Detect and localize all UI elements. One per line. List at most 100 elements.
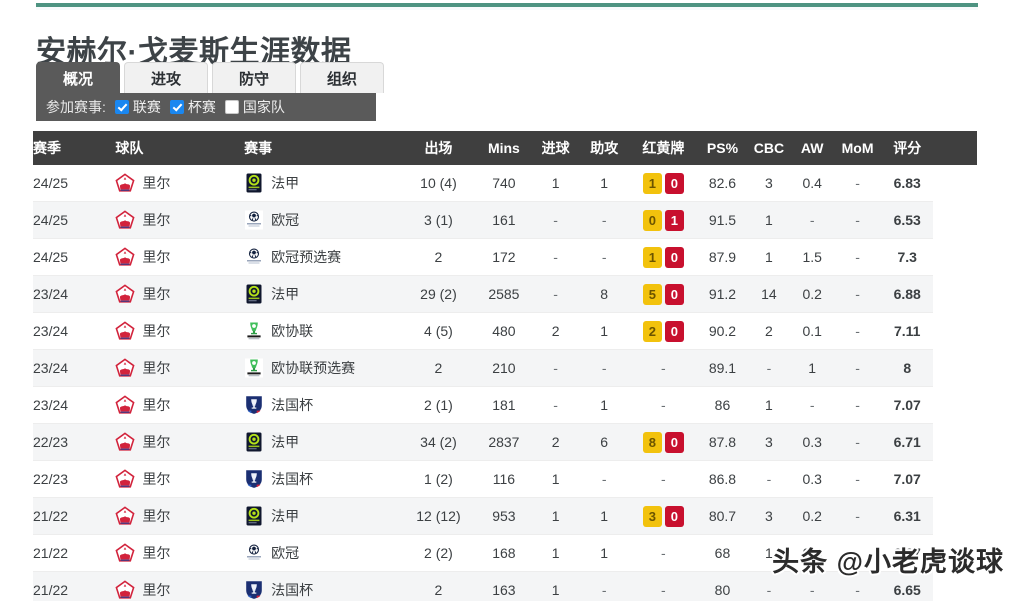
- cell-team[interactable]: 里尔: [115, 423, 245, 461]
- cell-competition[interactable]: 欧协联: [244, 312, 401, 350]
- filter-checkbox-2[interactable]: 杯赛: [169, 97, 216, 117]
- column-header-ps[interactable]: PS%: [698, 131, 747, 165]
- cell-rating: 7.11: [881, 312, 933, 350]
- top-accent-rule: [36, 3, 978, 7]
- cell-assists: -: [579, 460, 629, 498]
- cell-competition[interactable]: 法甲: [244, 497, 401, 535]
- column-header-comp[interactable]: 赛事: [244, 131, 401, 165]
- cell-aerials-won: 0.2: [791, 275, 834, 313]
- team-name: 里尔: [142, 582, 171, 598]
- table-row[interactable]: 21/22 里尔 法甲 12 (12) 953 1 1 3 0 80.7 3 0.2-6.31: [33, 497, 977, 535]
- column-header-rating[interactable]: 评分: [881, 131, 933, 165]
- filter-checkbox-1[interactable]: 联赛: [114, 97, 161, 117]
- cell-pass-success: 80: [698, 571, 747, 601]
- cell-rating: 6.31: [881, 497, 933, 535]
- cell-competition[interactable]: 法国杯: [244, 571, 401, 601]
- cell-cbc: -: [746, 571, 792, 601]
- cell-team[interactable]: 里尔: [115, 534, 245, 572]
- cell-team[interactable]: 里尔: [115, 238, 245, 276]
- career-stats-table-container[interactable]: 赛季 球队 赛事 出场 Mins 进球 助攻 红黄牌 PS% CBC AW MoM 评分 24/25 里尔…: [33, 131, 977, 601]
- cell-pass-success: 90.2: [698, 312, 747, 350]
- table-row[interactable]: 21/22 里尔 法国杯 2 163 1- -80- - -6.65: [33, 571, 977, 601]
- column-header-aw[interactable]: AW: [791, 131, 834, 165]
- cell-cards: -: [628, 534, 699, 572]
- checkbox-checked-icon[interactable]: [169, 100, 184, 114]
- cell-mom: -: [833, 312, 882, 350]
- cell-team[interactable]: 里尔: [115, 571, 245, 601]
- cell-assists: -: [579, 238, 629, 276]
- cell-season: 23/24: [33, 275, 116, 313]
- cell-rating: 7.07: [881, 460, 933, 498]
- cell-pass-success: 80.7: [698, 497, 747, 535]
- cell-team[interactable]: 里尔: [115, 201, 245, 239]
- table-row[interactable]: 23/24 里尔 欧协联 4 (5) 480 2 1 2 0 90.2 2 0.1-7.11: [33, 312, 977, 350]
- cell-rating: 6.67: [881, 534, 933, 572]
- cards-empty: -: [660, 360, 666, 376]
- cell-team[interactable]: 里尔: [115, 275, 245, 313]
- team-name: 里尔: [142, 323, 171, 339]
- column-header-spacer: [932, 131, 977, 165]
- table-row[interactable]: 24/25 里尔 法甲 10 (4) 740 1 1 1 0 82.6 3 0.4-6.83: [33, 165, 977, 202]
- cell-spacer: [933, 202, 977, 239]
- cell-rating: 7.3: [881, 238, 933, 276]
- cell-apps: 1 (2): [400, 460, 477, 498]
- tab-3[interactable]: 防守: [212, 62, 296, 93]
- tab-4[interactable]: 组织: [300, 62, 384, 93]
- cell-mins: 210: [476, 349, 532, 387]
- filter-checkbox-3[interactable]: 国家队: [224, 97, 285, 117]
- career-stats-table: 赛季 球队 赛事 出场 Mins 进球 助攻 红黄牌 PS% CBC AW MoM 评分 24/25 里尔…: [33, 131, 977, 601]
- cell-competition[interactable]: 法国杯: [244, 460, 401, 498]
- cell-pass-success: 86.8: [698, 460, 747, 498]
- column-header-cbc[interactable]: CBC: [746, 131, 792, 165]
- table-row[interactable]: 22/23 里尔 法国杯 1 (2) 116 1- -86.8-0.3-7.07: [33, 460, 977, 498]
- cell-competition[interactable]: 欧冠: [244, 534, 401, 572]
- table-row[interactable]: 23/24 里尔 欧协联预选赛 2 210- - -89.1-1-8: [33, 349, 977, 387]
- yellow-card-badge: 2: [642, 320, 662, 342]
- cell-competition[interactable]: 法甲: [244, 275, 401, 313]
- table-row[interactable]: 22/23 里尔 法甲 34 (2) 2837 2 6 8 0 87.8 3 0.3-6.71: [33, 423, 977, 461]
- checkbox-unchecked-icon[interactable]: [224, 100, 239, 114]
- team-name: 里尔: [142, 286, 171, 302]
- cell-team[interactable]: 里尔: [115, 386, 245, 424]
- team-name: 里尔: [142, 249, 171, 265]
- column-header-assists[interactable]: 助攻: [579, 131, 629, 165]
- cell-assists: 1: [579, 165, 629, 202]
- cell-goals: 1: [531, 460, 580, 498]
- column-header-goals[interactable]: 进球: [531, 131, 580, 165]
- table-row[interactable]: 23/24 里尔 法国杯 2 (1) 181-1-86 1- -7.07: [33, 386, 977, 424]
- cell-team[interactable]: 里尔: [115, 349, 245, 387]
- cell-team[interactable]: 里尔: [115, 312, 245, 350]
- tab-2[interactable]: 进攻: [124, 62, 208, 93]
- column-header-apps[interactable]: 出场: [400, 131, 477, 165]
- table-row[interactable]: 24/25 里尔 欧冠预选赛 2 172- -1 0 87.9 1 1.5-7.3: [33, 238, 977, 276]
- column-header-season[interactable]: 赛季: [33, 131, 116, 165]
- cell-goals: 1: [531, 534, 580, 572]
- cards-empty: -: [660, 471, 666, 487]
- cell-competition[interactable]: 法甲: [244, 165, 401, 202]
- cell-competition[interactable]: 法甲: [244, 423, 401, 461]
- column-header-mins[interactable]: Mins: [476, 131, 532, 165]
- cell-competition[interactable]: 欧协联预选赛: [244, 349, 401, 387]
- competition-name: 欧协联: [271, 323, 314, 339]
- table-row[interactable]: 23/24 里尔 法甲 29 (2) 2585-8 5 0 91.2 14 0.2-6.88: [33, 275, 977, 313]
- column-header-mom[interactable]: MoM: [833, 131, 882, 165]
- column-header-cards[interactable]: 红黄牌: [628, 131, 699, 165]
- cell-competition[interactable]: 法国杯: [244, 386, 401, 424]
- cell-rating: 6.71: [881, 423, 933, 461]
- red-card-badge: 0: [664, 505, 684, 527]
- table-row[interactable]: 24/25 里尔 欧冠 3 (1) 161- -0 1 91.5 1- -6.53: [33, 201, 977, 239]
- cell-competition[interactable]: 欧冠预选赛: [244, 238, 401, 276]
- checkbox-checked-icon[interactable]: [114, 100, 129, 114]
- column-header-team[interactable]: 球队: [115, 131, 245, 165]
- cell-competition[interactable]: 欧冠: [244, 201, 401, 239]
- cell-team[interactable]: 里尔: [115, 497, 245, 535]
- competition-name: 欧协联预选赛: [271, 360, 356, 376]
- tab-label: 防守: [238, 70, 269, 88]
- table-row[interactable]: 21/22 里尔 欧冠 2 (2) 168 1 1-68 1 0.3-6.67: [33, 534, 977, 572]
- tab-1-active[interactable]: 概况: [36, 62, 120, 93]
- cell-team[interactable]: 里尔: [115, 165, 245, 202]
- cell-pass-success: 87.8: [698, 423, 747, 461]
- cell-team[interactable]: 里尔: [115, 460, 245, 498]
- cell-goals: -: [531, 386, 580, 424]
